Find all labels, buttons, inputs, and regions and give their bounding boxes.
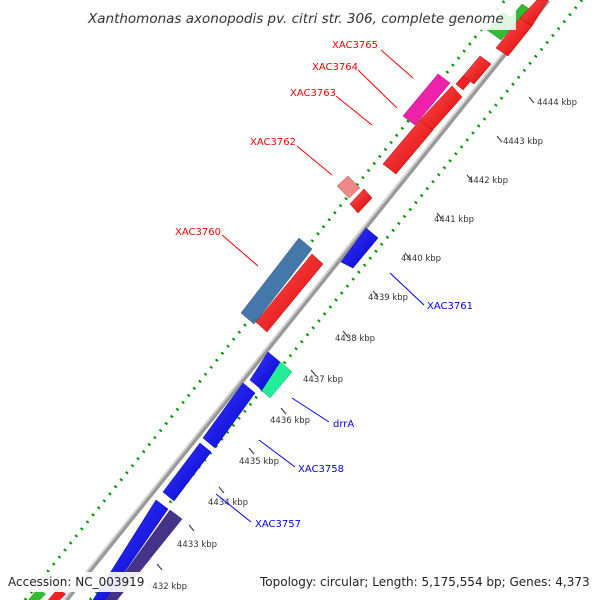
tick-label-4439: 4439 kbp [368,293,408,303]
gene-feature-xac3762b[interactable] [349,188,373,214]
gene-feature-red-top-2[interactable] [519,0,549,27]
tick-label-4438: 4438 kbp [335,334,375,344]
gene-feature-xac3765b[interactable] [455,75,471,91]
footer-topology-background [256,572,596,592]
gene-feature-xac3758[interactable] [202,382,256,449]
gene-label-xac3760[interactable]: XAC3760 [175,227,221,238]
gene-feature-xac3765[interactable] [462,55,492,85]
tick-label-4440: 4440 kbp [401,254,441,264]
gene-label-drra[interactable]: drrA [333,419,354,430]
gene-label-xac3761[interactable]: XAC3761 [427,301,473,312]
map-title: Xanthomonas axonopodis pv. citri str. 30… [87,11,504,27]
genome-backbone-highlight [63,0,547,600]
tick-label-4433: 4433 kbp [177,540,217,550]
tick-label-4442: 4442 kbp [468,176,508,186]
footer-topology: Topology: circular; Length: 5,175,554 bp… [259,575,590,589]
gene-feature-xac3758b[interactable] [162,442,212,502]
label-connectors-reverse [215,272,425,523]
tick-label-4441: 4441 kbp [434,215,474,225]
gene-label-xac3758[interactable]: XAC3758 [298,464,344,475]
title-background [84,6,516,30]
tick-label-4437: 4437 kbp [303,375,343,385]
tick-label-4436: 4436 kbp [270,416,310,426]
gene-label-xac3765[interactable]: XAC3765 [332,40,378,51]
gene-feature-xac3760[interactable] [240,237,313,325]
gene-label-xac3757[interactable]: XAC3757 [255,519,301,530]
footer-accession: Accession: NC_003919 [8,575,144,589]
footer-accession-background [4,572,152,592]
gene-label-xac3762[interactable]: XAC3762 [250,137,296,148]
gene-feature-xac3761[interactable] [340,227,379,269]
genome-backbone [64,0,550,600]
gene-label-xac3763[interactable]: XAC3763 [290,88,336,99]
tick-label-4443: 4443 kbp [503,137,543,147]
inner-dotted-track [88,0,584,600]
gene-feature-xac3762[interactable] [336,175,361,199]
tick-label-4435: 4435 kbp [239,457,279,467]
tick-label-4444: 4444 kbp [537,98,577,108]
gene-feature-xac3763b[interactable] [382,119,434,175]
gene-label-xac3764[interactable]: XAC3764 [312,62,358,73]
label-connectors-forward [221,49,414,267]
tick-marks [156,96,535,571]
gene-feature-xac3764[interactable] [402,73,451,126]
gene-feature-xac3760-red[interactable] [255,253,324,333]
gene-feature-blue-4437[interactable] [249,351,281,391]
tick-label-4432: 4432 kbp [147,582,187,592]
